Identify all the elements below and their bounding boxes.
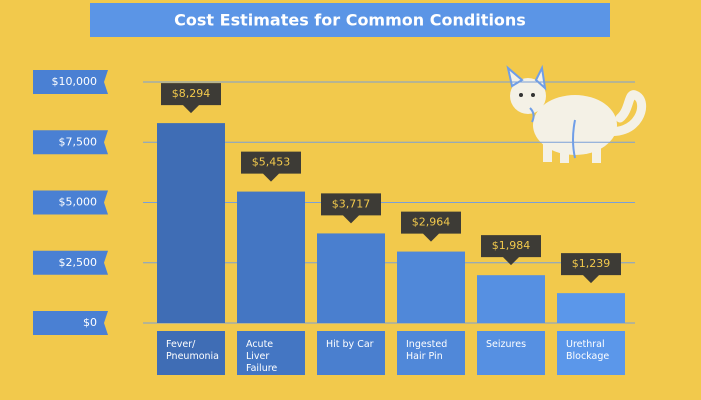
bar (397, 251, 465, 323)
bar (317, 233, 385, 323)
bar (157, 123, 225, 324)
y-tick-label: $10,000 (52, 75, 98, 88)
y-tick-tag (33, 130, 108, 155)
bar (237, 191, 305, 323)
category-box (157, 331, 225, 375)
x-tick-label: Ingested Hair Pin (406, 339, 448, 362)
bar (477, 275, 545, 323)
x-tick-label: Acute Liver Failure (246, 339, 278, 374)
value-callout (241, 151, 301, 182)
x-tick-label: Seizures (486, 339, 527, 350)
value-callout (401, 211, 461, 242)
y-tick-tag (33, 70, 108, 94)
y-tick-tag (33, 190, 108, 215)
value-callout (481, 235, 541, 266)
x-tick-label: Hit by Car (326, 339, 374, 350)
category-box (317, 331, 385, 375)
value-callout (561, 253, 621, 284)
category-box (557, 331, 625, 375)
value-callout (321, 193, 381, 224)
x-tick-label: Fever/ Pneumonia (166, 339, 219, 362)
x-tick-label: Urethral Blockage (566, 339, 610, 362)
chart-title: Cost Estimates for Common Conditions (174, 11, 526, 30)
bar (557, 293, 625, 323)
value-label: $1,239 (572, 257, 611, 270)
y-tick-tag (33, 311, 108, 335)
title-banner (90, 3, 610, 37)
y-tick-label: $5,000 (59, 196, 98, 209)
value-label: $8,294 (172, 87, 211, 100)
category-box (477, 331, 545, 375)
value-label: $1,984 (492, 239, 531, 252)
category-box (397, 331, 465, 375)
value-label: $5,453 (252, 156, 291, 169)
value-callout (161, 83, 221, 114)
category-box (237, 331, 305, 375)
y-tick-label: $2,500 (59, 256, 98, 269)
y-tick-label: $7,500 (59, 135, 98, 148)
y-tick-tag (33, 250, 108, 275)
y-tick-label: $0 (83, 316, 97, 329)
value-label: $3,717 (332, 197, 371, 210)
value-label: $2,964 (412, 216, 451, 229)
